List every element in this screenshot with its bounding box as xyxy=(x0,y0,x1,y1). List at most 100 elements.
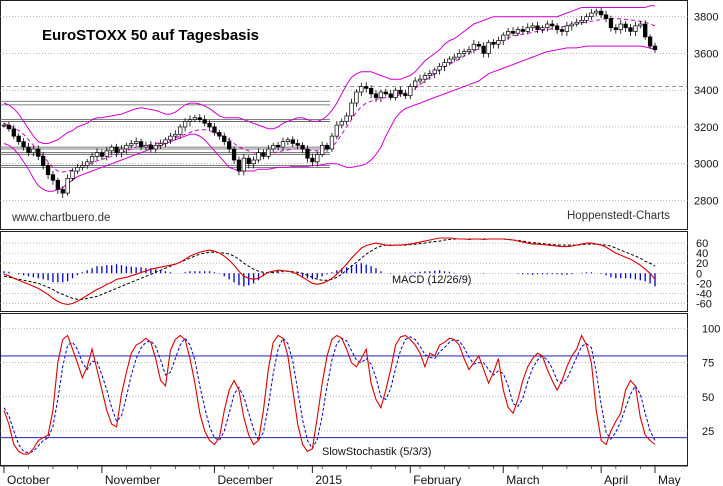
candle-body xyxy=(349,102,354,117)
stochastic-d-line xyxy=(3,336,656,454)
candle-body xyxy=(457,53,462,58)
stochastic-layer xyxy=(0,334,688,455)
candle-body xyxy=(173,133,178,137)
candle-body xyxy=(236,159,242,172)
candle-body xyxy=(222,135,227,142)
candle-body xyxy=(187,119,193,122)
month-label: May xyxy=(658,473,681,486)
candle-body xyxy=(329,135,335,150)
candle-body xyxy=(85,161,90,166)
macd-tick-label: -20 xyxy=(696,278,712,290)
candle-body xyxy=(481,45,486,54)
candle-body xyxy=(16,135,21,142)
candle-body xyxy=(212,126,217,133)
candle-body xyxy=(550,23,555,27)
candle-body xyxy=(354,91,359,104)
candle-body xyxy=(89,155,95,163)
candle-body xyxy=(403,93,408,97)
candle-body xyxy=(178,126,183,135)
candle-body xyxy=(266,148,271,157)
candle-body xyxy=(129,143,134,146)
candle-body xyxy=(408,86,413,97)
candle-body xyxy=(182,121,188,128)
candle-body xyxy=(271,144,276,150)
candle-body xyxy=(217,132,222,137)
candle-body xyxy=(261,152,266,157)
bollinger-lower-band xyxy=(3,45,656,192)
candle-body xyxy=(628,27,633,32)
candle-body xyxy=(134,141,139,144)
moving-average-line xyxy=(3,18,656,173)
candle-body xyxy=(603,14,609,19)
candle-body xyxy=(344,115,349,122)
candle-body xyxy=(36,148,41,157)
candle-body xyxy=(148,144,153,150)
candle-body xyxy=(476,43,481,47)
macd-tick-label: 0 xyxy=(696,268,702,280)
candle-body xyxy=(540,27,545,30)
support-lines xyxy=(0,86,688,168)
candle-body xyxy=(383,91,388,95)
candle-body xyxy=(643,23,648,38)
watermark-left: www.chartbuero.de xyxy=(11,212,110,224)
price-tick-label: 3400 xyxy=(694,85,718,97)
candle-body xyxy=(413,80,418,87)
stochastic-panel-frame xyxy=(0,313,688,466)
month-label: February xyxy=(413,473,461,486)
candle-body xyxy=(290,139,295,144)
candle-body xyxy=(324,144,330,150)
candle-body xyxy=(207,122,212,128)
bollinger-upper-band xyxy=(3,5,655,144)
candle-body xyxy=(104,150,109,157)
price-layer xyxy=(1,5,658,198)
stochastic-label: SlowStochastik (5/3/3) xyxy=(322,446,431,458)
candle-body xyxy=(633,25,638,32)
candle-body xyxy=(373,93,379,98)
candle-body xyxy=(41,155,46,166)
candle-body xyxy=(422,75,428,80)
price-tick-label: 3600 xyxy=(694,48,718,60)
stochastic-tick-label: 50 xyxy=(702,392,714,404)
candle-body xyxy=(50,174,56,181)
candle-body xyxy=(589,12,594,18)
candle-body xyxy=(310,157,315,163)
candle-body xyxy=(623,23,628,29)
price-tick-label: 3000 xyxy=(694,159,718,171)
candle-body xyxy=(452,56,457,60)
macd-tick-label: 60 xyxy=(696,238,708,250)
candle-body xyxy=(251,159,256,165)
candle-body xyxy=(564,25,570,32)
candle-body xyxy=(246,157,251,165)
grid-layer xyxy=(0,16,688,432)
candle-body xyxy=(368,88,374,95)
candle-body xyxy=(192,117,198,120)
candle-body xyxy=(197,117,202,120)
candle-body xyxy=(515,29,521,34)
candle-body xyxy=(584,16,589,21)
candle-body xyxy=(613,27,618,30)
candle-body xyxy=(432,69,437,75)
macd-panel-frame xyxy=(0,231,688,312)
chart-title: EuroSTOXX 50 auf Tagesbasis xyxy=(42,27,259,44)
candle-body xyxy=(114,146,119,154)
month-label: October xyxy=(7,473,50,486)
candle-body xyxy=(275,144,281,148)
candle-body xyxy=(45,165,51,176)
candle-body xyxy=(143,144,149,148)
candle-body xyxy=(496,40,501,45)
candle-body xyxy=(153,144,158,150)
candle-body xyxy=(506,31,511,36)
candle-body xyxy=(6,124,12,130)
candle-body xyxy=(525,27,530,32)
stochastic-tick-label: 100 xyxy=(702,324,720,336)
candle-body xyxy=(285,139,291,142)
candle-body xyxy=(652,45,658,51)
candle-body xyxy=(1,124,7,127)
candle-body xyxy=(471,43,477,51)
candle-body xyxy=(295,143,300,146)
candle-body xyxy=(241,157,246,172)
candle-body xyxy=(305,148,310,159)
candle-body xyxy=(466,49,472,52)
candle-body xyxy=(227,141,232,150)
candle-body xyxy=(510,31,516,34)
